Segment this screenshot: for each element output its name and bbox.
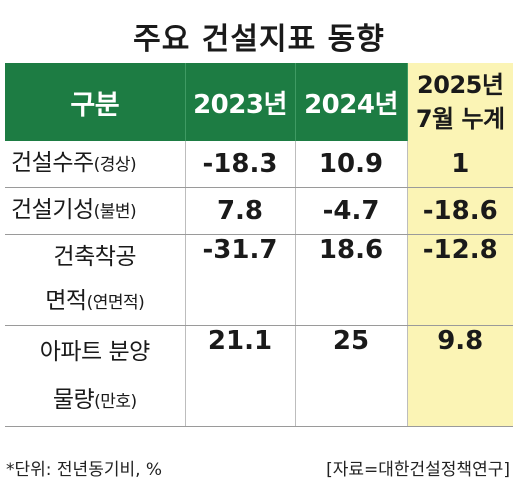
page-title: 주요 건설지표 동향 xyxy=(133,22,385,57)
table-row: 아파트 분양 물량(만호) 21.1 25 9.8 xyxy=(5,325,513,427)
indicator-table: 구분 2023년 2024년 2025년 7월 누계 건설수주(경상) -18.… xyxy=(5,63,513,427)
header-2024: 2024년 xyxy=(295,63,408,141)
row-label: 건설수주(경상) xyxy=(5,141,186,188)
row-label-line1: 아파트 분양 xyxy=(39,339,151,365)
row-label-unit: (연면적) xyxy=(86,293,145,313)
cell-2024: -4.7 xyxy=(295,187,408,235)
cell-2025: -18.6 xyxy=(407,187,513,235)
row-label-unit: (만호) xyxy=(94,392,137,412)
header-2025-period: 7월 누계 xyxy=(415,105,505,133)
source-note: [자료=대한건설정책연구] xyxy=(326,460,510,480)
unit-note: *단위: 전년동기비, % xyxy=(6,460,163,480)
cell-2023: 21.1 xyxy=(185,325,296,427)
row-label-unit: (불변) xyxy=(93,202,137,222)
table-row: 건설수주(경상) -18.3 10.9 1 xyxy=(5,141,513,188)
cell-2024: 25 xyxy=(295,325,408,427)
header-2023: 2023년 xyxy=(185,63,296,141)
table-row: 건축착공 면적(연면적) -31.7 18.6 -12.8 xyxy=(5,234,513,326)
row-label-line2: 면적 xyxy=(45,288,87,314)
cell-2024: 18.6 xyxy=(295,234,408,326)
row-label: 건설기성(불변) xyxy=(5,187,186,235)
header-2025-year: 2025년 xyxy=(417,71,504,99)
cell-2023: -18.3 xyxy=(185,141,296,188)
table-header-row: 구분 2023년 2024년 2025년 7월 누계 xyxy=(5,63,513,141)
row-label-main: 건설기성 xyxy=(11,197,94,223)
row-label-main: 건설수주 xyxy=(11,150,94,176)
cell-2025: 1 xyxy=(407,141,513,188)
cell-2024: 10.9 xyxy=(295,141,408,188)
header-category: 구분 xyxy=(5,63,186,141)
cell-2025: 9.8 xyxy=(407,325,513,427)
row-label: 건축착공 면적(연면적) xyxy=(5,234,186,326)
header-2025-july-cumulative: 2025년 7월 누계 xyxy=(407,63,513,141)
row-label-unit: (경상) xyxy=(93,155,137,175)
row-label: 아파트 분양 물량(만호) xyxy=(5,325,186,427)
row-label-line2: 물량 xyxy=(52,387,95,413)
cell-2025: -12.8 xyxy=(407,234,513,326)
table-row: 건설기성(불변) 7.8 -4.7 -18.6 xyxy=(5,187,513,235)
cell-2023: 7.8 xyxy=(185,187,296,235)
cell-2023: -31.7 xyxy=(185,234,296,326)
row-label-line1: 건축착공 xyxy=(53,244,137,270)
